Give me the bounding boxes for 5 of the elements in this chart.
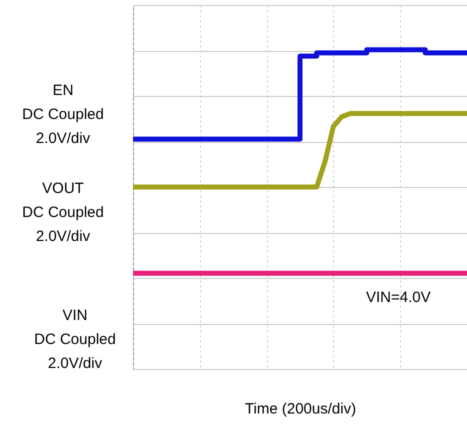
annotation: VIN=4.0V [366,289,431,306]
x-axis-title: Time (200us/div) [244,400,356,418]
series-label: VOUT DC Coupled 2.0V/div [22,180,104,245]
text: VIN DC Coupled 2.0V/div [34,307,116,372]
text: EN DC Coupled 2.0V/div [22,82,104,147]
